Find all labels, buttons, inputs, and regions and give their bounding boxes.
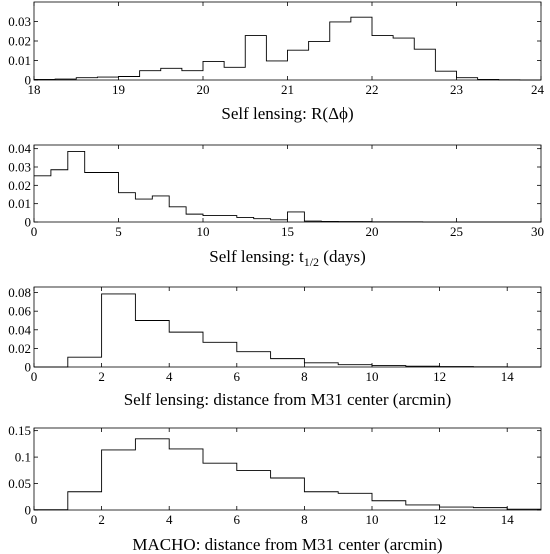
x-tick-label: 4 — [166, 369, 173, 384]
y-tick-label: 0 — [25, 215, 32, 230]
y-tick-label: 0 — [25, 73, 32, 88]
x-tick-label: 4 — [166, 512, 173, 527]
histogram-panel-4: 0 2 4 6 8 10 12 14 0 0.05 0.1 0.15 MACHO: distance f… — [8, 423, 542, 554]
x-axis-label: Self lensing: t1/2 (days) — [209, 247, 366, 269]
x-tick-label: 22 — [366, 82, 379, 97]
y-tick-label: 0 — [25, 503, 32, 518]
x-tick-label: 5 — [115, 224, 122, 239]
plot-frame — [33, 427, 542, 511]
y-tick-label: 0.03 — [8, 14, 31, 29]
y-tick-label: 0.01 — [8, 196, 31, 211]
x-tick-label: 0 — [31, 369, 38, 384]
plot-frame — [33, 144, 542, 223]
x-tick-label: 10 — [366, 512, 379, 527]
x-tick-label: 19 — [112, 82, 125, 97]
x-tick-label: 0 — [31, 224, 38, 239]
x-tick-label: 25 — [450, 224, 463, 239]
y-tick-label: 0.15 — [8, 423, 31, 438]
y-tick-label: 0.1 — [15, 450, 31, 465]
x-tick-label: 8 — [301, 369, 308, 384]
x-tick-label: 18 — [28, 82, 41, 97]
x-tick-label: 30 — [531, 224, 544, 239]
x-axis-label: Self lensing: distance from M31 center (… — [124, 390, 452, 409]
histogram-steps — [34, 150, 541, 223]
histogram-steps — [34, 438, 541, 511]
histogram-steps — [34, 293, 541, 368]
y-tick-label: 0.01 — [8, 53, 31, 68]
plot-frame — [33, 286, 542, 368]
x-tick-label: 8 — [301, 512, 308, 527]
y-tick-label: 0.02 — [8, 178, 31, 193]
y-tick-label: 0.02 — [8, 34, 31, 49]
x-tick-label: 0 — [31, 512, 38, 527]
histogram-steps — [34, 16, 541, 81]
y-tick-label: 0.03 — [8, 160, 31, 175]
plot-frame — [33, 1, 542, 81]
x-tick-label: 10 — [197, 224, 210, 239]
x-tick-label: 20 — [197, 82, 210, 97]
x-axis-label: MACHO: distance from M31 center (arcmin) — [132, 535, 442, 554]
x-tick-label: 2 — [98, 512, 105, 527]
x-tick-label: 14 — [501, 512, 515, 527]
x-tick-label: 10 — [366, 369, 379, 384]
y-tick-label: 0.04 — [8, 322, 31, 337]
x-tick-label: 14 — [501, 369, 515, 384]
x-tick-label: 6 — [234, 369, 241, 384]
x-tick-label: 21 — [281, 82, 294, 97]
x-tick-label: 20 — [366, 224, 379, 239]
y-tick-label: 0.06 — [8, 304, 31, 319]
x-tick-label: 24 — [531, 82, 545, 97]
x-tick-label: 23 — [450, 82, 463, 97]
x-tick-label: 12 — [433, 512, 446, 527]
x-tick-label: 15 — [281, 224, 294, 239]
y-tick-label: 0.04 — [8, 141, 31, 156]
y-tick-label: 0 — [25, 360, 32, 375]
y-tick-label: 0.02 — [8, 341, 31, 356]
x-tick-label: 6 — [234, 512, 241, 527]
x-tick-label: 2 — [98, 369, 105, 384]
histogram-panel-1: 18 19 20 21 22 23 24 0 0.01 0.02 0.03 Self lensing:… — [8, 1, 545, 123]
y-tick-label: 0.08 — [8, 285, 31, 300]
x-axis-label: Self lensing: R(Δϕ) — [221, 104, 353, 123]
y-tick-label: 0.05 — [8, 476, 31, 491]
x-tick-label: 12 — [433, 369, 446, 384]
